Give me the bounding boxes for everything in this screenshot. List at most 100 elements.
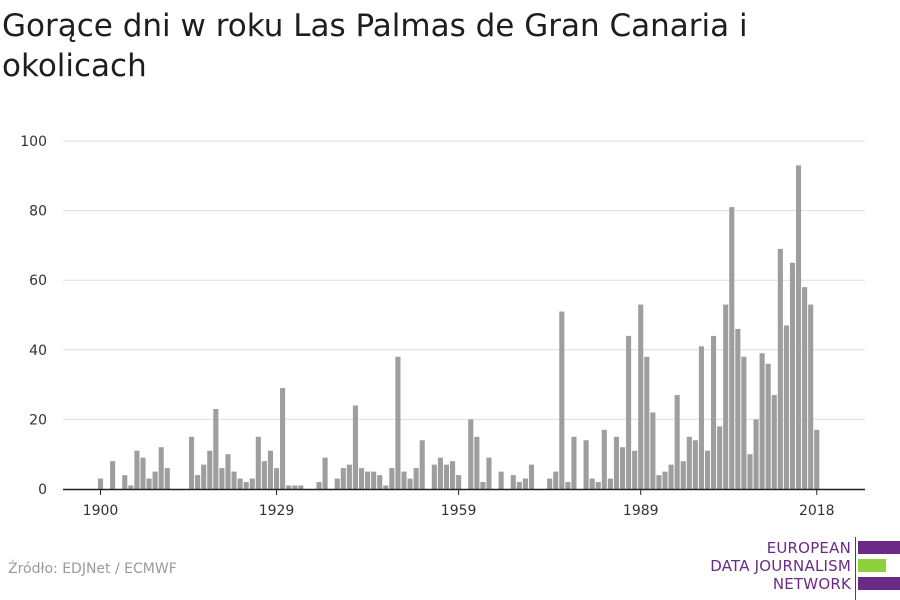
bar bbox=[814, 429, 820, 489]
bar bbox=[468, 419, 474, 489]
bar bbox=[395, 356, 401, 489]
bar bbox=[680, 461, 686, 489]
bar bbox=[346, 464, 352, 489]
bar bbox=[528, 464, 535, 489]
bar bbox=[443, 464, 450, 489]
bar bbox=[607, 478, 613, 489]
bar bbox=[334, 478, 340, 489]
bar bbox=[97, 478, 104, 489]
logo-line-3: NETWORK bbox=[772, 575, 851, 593]
x-tick-label: 1900 bbox=[83, 503, 119, 519]
edjnet-logo: EUROPEAN DATA JOURNALISM NETWORK bbox=[700, 537, 900, 600]
bar bbox=[674, 395, 680, 489]
x-axis-ticks: 1900 1929 1959 1989 2018 bbox=[83, 489, 835, 519]
bar bbox=[759, 353, 765, 489]
bar bbox=[571, 436, 577, 489]
logo-block-2 bbox=[858, 559, 886, 572]
bar bbox=[796, 165, 802, 490]
bar bbox=[383, 485, 389, 489]
bar bbox=[158, 447, 164, 489]
bar bbox=[243, 482, 249, 489]
bar bbox=[134, 450, 140, 489]
bar bbox=[613, 436, 619, 489]
bar bbox=[808, 304, 814, 489]
bar bbox=[522, 478, 528, 489]
bars bbox=[97, 165, 820, 490]
bar bbox=[704, 450, 711, 489]
bar bbox=[638, 304, 644, 489]
bar bbox=[267, 450, 274, 489]
bar bbox=[110, 461, 116, 489]
bar bbox=[656, 475, 662, 489]
logo-block-1 bbox=[858, 541, 900, 554]
y-axis-tick-labels: 0 20 40 60 80 100 bbox=[20, 134, 47, 498]
bar bbox=[389, 468, 395, 489]
bar bbox=[686, 436, 692, 489]
bar bbox=[698, 346, 704, 489]
bar bbox=[316, 482, 322, 489]
bar bbox=[650, 412, 656, 489]
bar bbox=[273, 468, 280, 489]
y-tick-label: 60 bbox=[29, 273, 47, 289]
bar bbox=[771, 395, 777, 489]
bar bbox=[340, 468, 346, 489]
bar bbox=[559, 311, 565, 489]
bar bbox=[122, 475, 128, 489]
bar bbox=[195, 475, 201, 489]
bar bbox=[280, 388, 286, 489]
x-tick-label: 1959 bbox=[441, 503, 477, 519]
bar bbox=[140, 457, 146, 489]
x-tick-label: 1989 bbox=[623, 503, 659, 519]
bar bbox=[255, 436, 261, 489]
source-note: Źródło: EDJNet / ECMWF bbox=[8, 561, 177, 577]
bar bbox=[431, 464, 437, 489]
bar bbox=[261, 461, 267, 489]
bar bbox=[777, 248, 783, 489]
bar bbox=[553, 471, 559, 489]
bar bbox=[146, 478, 152, 489]
bar bbox=[201, 464, 207, 489]
bar bbox=[565, 482, 571, 489]
bar bbox=[619, 447, 626, 489]
logo-line-2: DATA JOURNALISM bbox=[710, 557, 851, 575]
y-tick-label: 20 bbox=[29, 412, 47, 428]
bar bbox=[456, 475, 462, 489]
bar bbox=[474, 436, 480, 489]
bar bbox=[352, 405, 358, 489]
bar bbox=[601, 429, 607, 489]
x-tick-label: 2018 bbox=[799, 503, 835, 519]
bar bbox=[662, 471, 668, 489]
bar bbox=[789, 262, 796, 489]
bar bbox=[583, 440, 589, 489]
bar bbox=[128, 485, 134, 489]
bar bbox=[595, 482, 601, 489]
x-tick-label: 1929 bbox=[259, 503, 295, 519]
bar bbox=[723, 304, 729, 489]
logo-line-1: EUROPEAN bbox=[766, 539, 851, 557]
bar bbox=[231, 471, 237, 489]
bar bbox=[213, 408, 219, 489]
bar bbox=[783, 325, 789, 489]
bar bbox=[717, 426, 723, 489]
bar bbox=[164, 468, 170, 489]
bar bbox=[419, 440, 425, 489]
bar bbox=[249, 478, 255, 489]
bar bbox=[152, 471, 158, 489]
bar bbox=[753, 419, 759, 489]
bar bbox=[377, 475, 383, 489]
bar bbox=[735, 328, 741, 489]
bar bbox=[189, 436, 195, 489]
bar bbox=[498, 471, 504, 489]
bar bbox=[371, 471, 377, 489]
bar bbox=[437, 457, 443, 489]
chart-title: Gorące dni w roku Las Palmas de Gran Can… bbox=[2, 8, 748, 84]
bar bbox=[547, 478, 553, 489]
bar bbox=[741, 356, 747, 489]
bar bbox=[765, 363, 771, 489]
bar bbox=[450, 461, 456, 489]
bar bbox=[632, 450, 638, 489]
bar bbox=[407, 478, 413, 489]
logo-block-3 bbox=[858, 577, 900, 590]
bar bbox=[644, 356, 650, 489]
bar bbox=[747, 454, 753, 489]
